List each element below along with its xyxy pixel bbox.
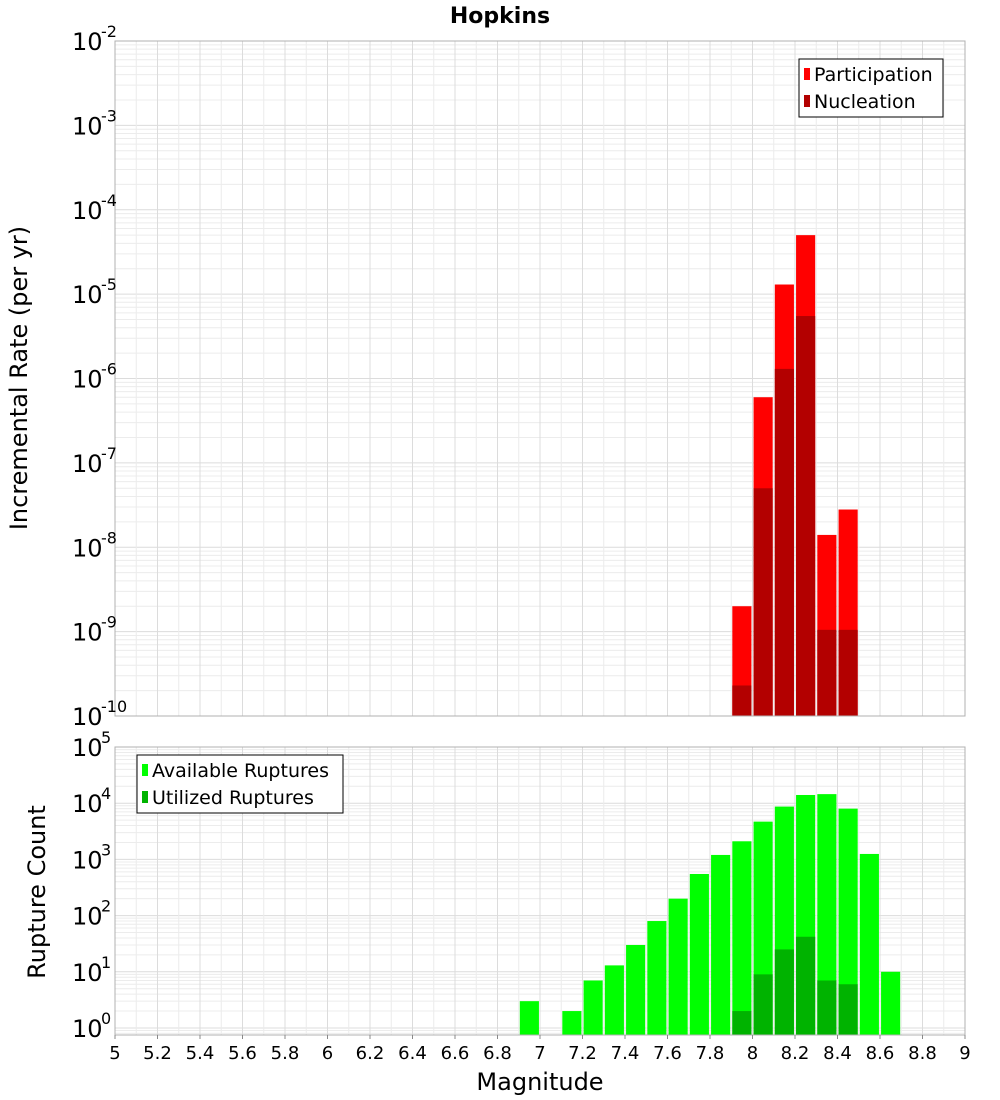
text-layer: Hopkins Incremental Rate (per yr) Ruptur…	[5, 4, 604, 1096]
count-bar-available-ruptures	[817, 794, 837, 1035]
count-bar-available-ruptures	[583, 980, 603, 1035]
rate-y-tick-label: 10	[72, 450, 103, 478]
rate-y-tick-exponent: -9	[101, 613, 117, 632]
count-legend-swatch	[142, 764, 148, 776]
x-tick-label: 7	[534, 1043, 545, 1064]
rate-y-tick-exponent: -8	[101, 528, 117, 547]
rate-plot-frame	[114, 40, 966, 717]
count-bar-available-ruptures	[838, 808, 858, 1035]
count-y-tick-exponent: 1	[101, 953, 111, 972]
rate-y-tick-exponent: -2	[101, 22, 117, 41]
count-legend-box	[136, 754, 344, 814]
rate-legend-swatch	[804, 95, 810, 107]
count-bar-available-ruptures	[732, 841, 752, 1035]
x-tick-label: 5.2	[143, 1043, 172, 1064]
bars-layer	[519, 235, 901, 1035]
x-tick-label: 9	[959, 1043, 970, 1064]
x-tick-label: 6	[322, 1043, 333, 1064]
x-tick-label: 8.6	[866, 1043, 895, 1064]
top-y-axis-label: Incremental Rate (per yr)	[5, 226, 33, 530]
count-bar-utilized-ruptures	[838, 984, 858, 1035]
x-tick-label: 8.2	[781, 1043, 810, 1064]
count-y-tick-exponent: 2	[101, 897, 111, 916]
rate-bar-nucleation	[774, 368, 794, 716]
count-bar-available-ruptures	[626, 944, 646, 1035]
rate-legend-label: Nucleation	[814, 91, 916, 113]
count-bar-utilized-ruptures	[774, 949, 794, 1035]
count-bar-available-ruptures	[859, 853, 879, 1035]
rate-y-tick-label: 10	[72, 366, 103, 394]
legend-layer: Participation Nucleation Available Rupture…	[136, 58, 944, 814]
x-tick-label: 7.2	[568, 1043, 597, 1064]
count-bar-utilized-ruptures	[753, 974, 773, 1035]
rate-y-tick-label: 10	[72, 534, 103, 562]
rate-legend-box	[798, 58, 944, 118]
x-tick-label: 6.6	[441, 1043, 470, 1064]
rate-y-tick-label: 10	[72, 197, 103, 225]
rate-y-tick-label: 10	[72, 619, 103, 647]
count-y-tick-label: 10	[72, 790, 103, 818]
x-tick-label: 7.4	[611, 1043, 640, 1064]
x-tick-label: 6.8	[483, 1043, 512, 1064]
count-legend-label: Available Ruptures	[152, 760, 329, 782]
count-bar-available-ruptures	[711, 854, 731, 1035]
count-y-tick-exponent: 0	[101, 1009, 111, 1028]
x-tick-label: 5.4	[186, 1043, 215, 1064]
rate-y-tick-label: 10	[72, 703, 103, 731]
x-tick-label: 8	[747, 1043, 758, 1064]
count-y-tick-label: 10	[72, 734, 103, 762]
rate-bar-nucleation	[796, 316, 816, 716]
count-legend-label: Utilized Ruptures	[152, 787, 314, 809]
x-tick-label: 8.8	[908, 1043, 937, 1064]
x-tick-label: 5.8	[271, 1043, 300, 1064]
rate-bar-nucleation	[732, 685, 752, 716]
count-y-tick-label: 10	[72, 959, 103, 987]
x-tick-label: 6.4	[398, 1043, 427, 1064]
rate-y-tick-exponent: -5	[101, 275, 117, 294]
count-y-tick-label: 10	[72, 1015, 103, 1043]
rate-y-tick-exponent: -4	[101, 191, 117, 210]
rate-bar-nucleation	[838, 629, 858, 716]
rate-y-tick-label: 10	[72, 112, 103, 140]
count-y-tick-exponent: 5	[101, 728, 111, 747]
count-bar-available-ruptures	[604, 965, 624, 1035]
count-bar-available-ruptures	[881, 971, 901, 1035]
x-tick-label: 7.8	[696, 1043, 725, 1064]
count-y-tick-label: 10	[72, 846, 103, 874]
count-legend-swatch	[142, 791, 148, 803]
ticks-layer: 10-1010-910-810-710-610-510-410-310-2100…	[72, 22, 971, 1064]
count-bar-available-ruptures	[647, 921, 667, 1035]
count-bar-utilized-ruptures	[817, 980, 837, 1035]
rate-bar-nucleation	[817, 629, 837, 716]
x-tick-label: 5	[109, 1043, 120, 1064]
x-tick-label: 7.6	[653, 1043, 682, 1064]
count-bar-available-ruptures	[519, 1001, 539, 1035]
count-bar-available-ruptures	[668, 898, 688, 1035]
rate-y-tick-label: 10	[72, 281, 103, 309]
bottom-y-axis-label: Rupture Count	[23, 805, 51, 979]
count-y-tick-exponent: 4	[101, 784, 111, 803]
rate-bar-nucleation	[753, 488, 773, 716]
x-tick-label: 8.4	[823, 1043, 852, 1064]
rate-legend-label: Participation	[814, 64, 933, 86]
count-bar-utilized-ruptures	[796, 936, 816, 1035]
rate-y-tick-exponent: -10	[101, 697, 127, 716]
rate-legend-swatch	[804, 68, 810, 80]
count-bar-available-ruptures	[689, 873, 709, 1035]
rate-y-tick-exponent: -6	[101, 360, 117, 379]
x-tick-label: 5.6	[228, 1043, 257, 1064]
count-y-tick-label: 10	[72, 903, 103, 931]
x-tick-label: 6.2	[356, 1043, 385, 1064]
chart-title: Hopkins	[450, 4, 550, 29]
grid-layer	[114, 40, 966, 1035]
count-bar-utilized-ruptures	[732, 1011, 752, 1035]
rate-y-tick-exponent: -3	[101, 106, 117, 125]
rate-y-tick-exponent: -7	[101, 444, 117, 463]
rate-y-tick-label: 10	[72, 28, 103, 56]
count-bar-available-ruptures	[562, 1011, 582, 1035]
x-axis-label: Magnitude	[476, 1068, 603, 1096]
count-y-tick-exponent: 3	[101, 840, 111, 859]
